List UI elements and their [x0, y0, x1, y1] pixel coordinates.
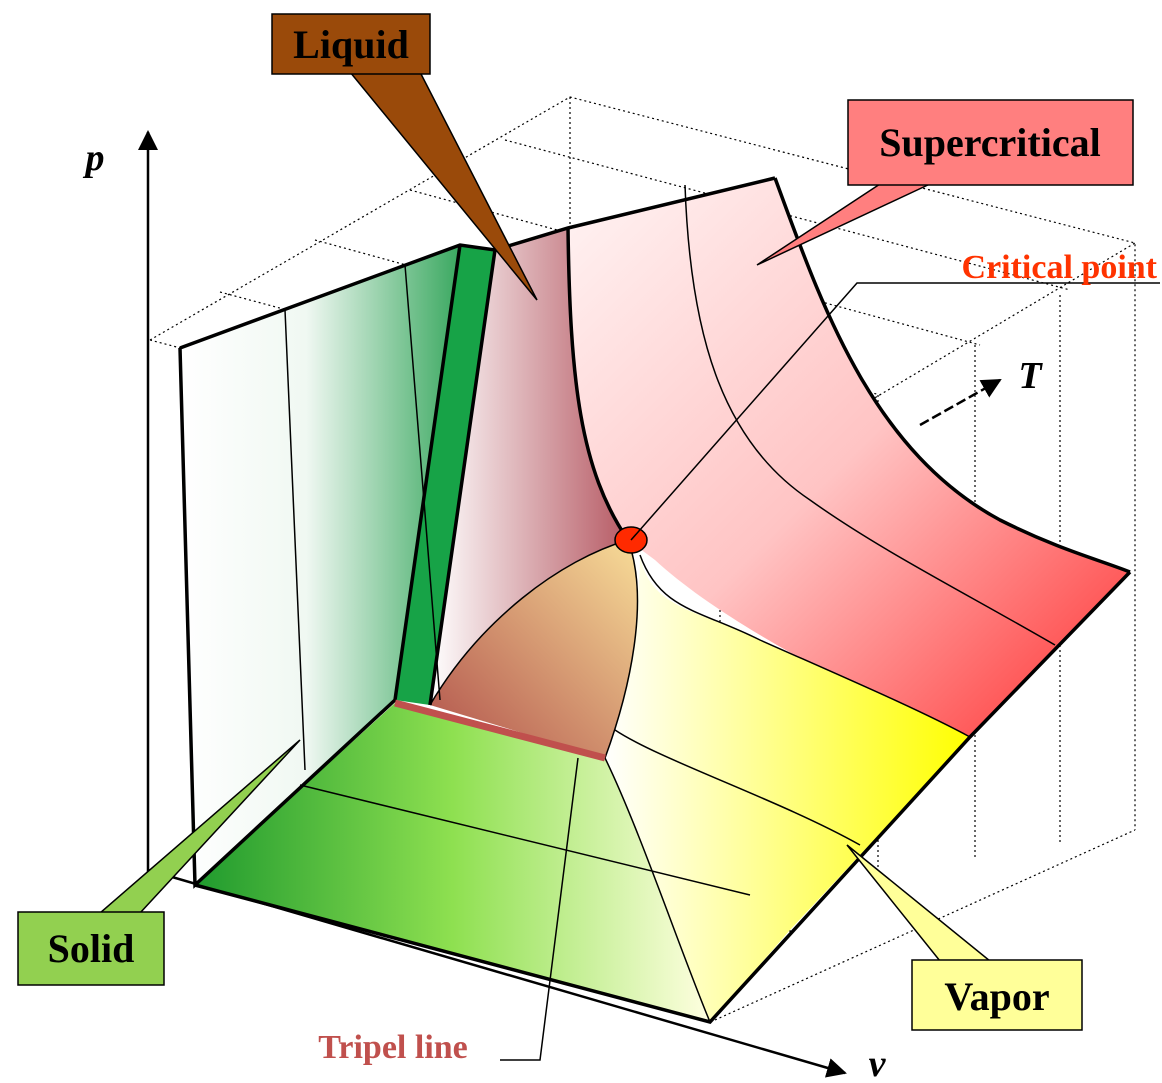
supercritical-label: Supercritical	[879, 120, 1100, 165]
critical-point-label: Critical point	[962, 249, 1158, 286]
vapor-pointer	[846, 844, 993, 962]
t-axis-label: T	[1018, 355, 1043, 397]
vapor-box	[911, 959, 1083, 1031]
solid-box	[17, 911, 165, 986]
supercritical-box	[847, 99, 1134, 186]
triple-line-label: Tripel line	[318, 1029, 468, 1066]
v-axis-label: v	[869, 1043, 887, 1083]
p-axis-label: p	[83, 137, 105, 179]
t-axis	[919, 378, 1002, 427]
liquid-box	[271, 13, 431, 75]
liquid-face	[430, 228, 628, 705]
supercritical-face	[568, 178, 1130, 737]
vapor-face	[605, 555, 970, 1022]
solid-liquid-strip	[395, 245, 495, 705]
dome	[430, 540, 638, 758]
solid-face	[180, 245, 460, 885]
floor-face	[195, 703, 710, 1022]
liquid-label: Liquid	[293, 22, 409, 67]
vapor-label: Vapor	[944, 974, 1049, 1019]
triple-line	[394, 699, 606, 762]
solid-label: Solid	[48, 926, 135, 971]
